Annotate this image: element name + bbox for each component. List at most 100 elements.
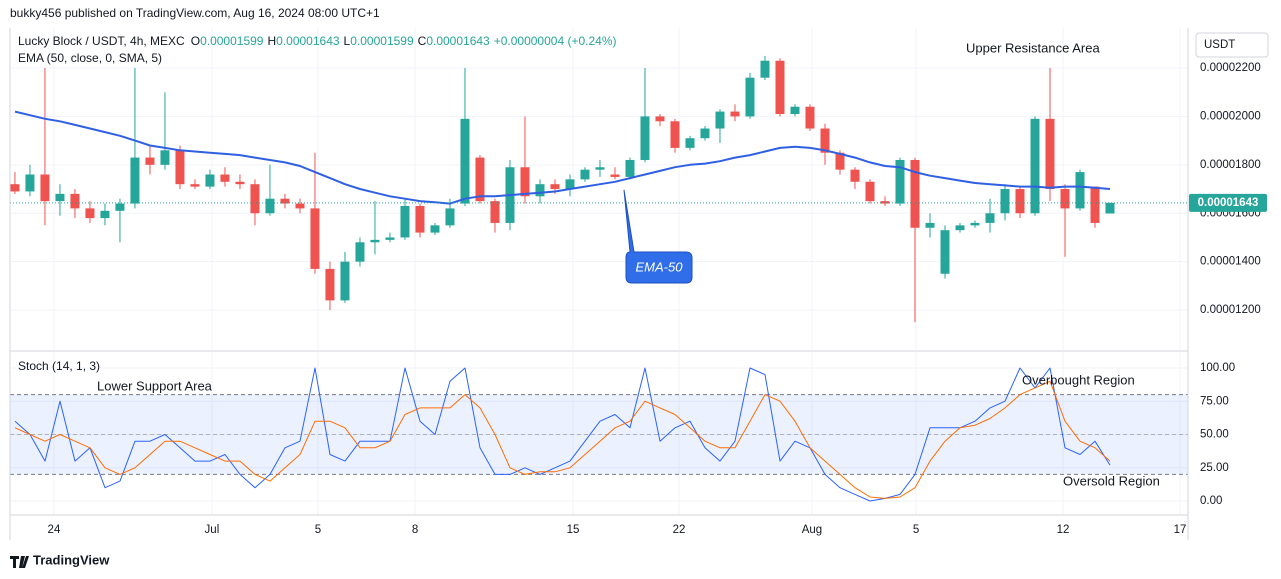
- annotation: Overbought Region: [1022, 372, 1135, 387]
- x-tick-label: Aug: [802, 524, 822, 536]
- x-tick-label: Jul: [205, 524, 220, 536]
- y-tick-label: 75.00: [1200, 395, 1229, 407]
- y-tick-label: 0.00: [1200, 495, 1222, 507]
- candle-body: [430, 225, 440, 233]
- candle-body: [640, 116, 650, 160]
- candle-body: [895, 159, 905, 204]
- candle-body: [460, 118, 470, 204]
- currency[interactable]: USDT: [1204, 39, 1235, 51]
- candle-body: [160, 150, 170, 165]
- line-series: [14, 380, 1111, 499]
- publisher: bukky456 published on TradingView.com, A…: [10, 6, 380, 20]
- ohlc-value: 0.00001643: [276, 34, 340, 48]
- candle-body: [310, 208, 320, 269]
- candle-body: [70, 193, 80, 209]
- candle-body: [235, 181, 245, 185]
- candle-body: [385, 237, 395, 240]
- line-series: [14, 110, 1111, 205]
- candle-body: [940, 230, 950, 274]
- candle-body: [730, 111, 740, 117]
- candle-body: [820, 128, 830, 153]
- candle-body: [130, 157, 140, 204]
- marks: [10, 55, 1188, 502]
- candle-body: [475, 157, 485, 202]
- y-tick-label: 25.00: [1200, 462, 1229, 474]
- x-tick-label: 8: [412, 524, 418, 536]
- candle-body: [400, 205, 410, 238]
- candle-body: [490, 201, 500, 223]
- candle-body: [85, 208, 95, 219]
- candle-body: [280, 198, 290, 204]
- candle-body: [220, 174, 230, 182]
- indicator-label: Stoch (14, 1, 3): [18, 359, 100, 373]
- candle-body: [205, 174, 215, 187]
- annotation: Lower Support Area: [97, 378, 213, 393]
- candle-body: [370, 239, 380, 243]
- y-tick-label: 0.00001800: [1200, 159, 1261, 171]
- ohlc-value: 0.00001599: [200, 34, 264, 48]
- candle-body: [1030, 118, 1040, 214]
- candle-body: [520, 167, 530, 197]
- candle-body: [115, 203, 125, 211]
- ohlc-label: O: [191, 34, 200, 48]
- candle-body: [865, 181, 875, 202]
- candle-body: [55, 193, 65, 202]
- candle-body: [685, 138, 695, 148]
- symbol: Lucky Block / USDT, 4h, MEXC: [18, 34, 185, 48]
- x-tick-label: 5: [315, 524, 321, 536]
- callout: [623, 189, 693, 284]
- candle-body: [610, 174, 620, 177]
- line-series: [14, 367, 1111, 502]
- candle-body: [340, 261, 350, 301]
- x-tick-label: 22: [673, 524, 686, 536]
- y-tick-label: 0.00001400: [1200, 256, 1261, 268]
- callout-text: EMA-50: [636, 259, 684, 274]
- annotation: Upper Resistance Area: [966, 40, 1100, 55]
- candle-body: [565, 179, 575, 190]
- candle-body: [415, 205, 425, 233]
- candle-body: [595, 167, 605, 170]
- candle-body: [580, 169, 590, 180]
- candle-body: [910, 159, 920, 228]
- last-price-label: 0.00001643: [1198, 197, 1259, 209]
- legend: Lucky Block / USDT, 4h, MEXC O0.00001599 H…: [18, 34, 616, 48]
- y-tick-label: 100.00: [1200, 362, 1235, 374]
- candle-body: [850, 169, 860, 182]
- ohlc-label: L: [344, 34, 351, 48]
- annotation: Oversold Region: [1063, 473, 1160, 488]
- ohlc-label: C: [418, 34, 427, 48]
- candle-body: [835, 152, 845, 170]
- candle-body: [445, 208, 455, 226]
- candle-body: [655, 116, 665, 122]
- ohlc-value: 0.00001643: [426, 34, 490, 48]
- candle-body: [1105, 202, 1115, 214]
- candle-body: [760, 60, 770, 78]
- candle-body: [625, 159, 635, 177]
- candle-body: [535, 184, 545, 197]
- x-tick-label: 15: [567, 524, 580, 536]
- candle-body: [775, 60, 785, 114]
- candle-body: [25, 174, 35, 192]
- candle-body: [175, 150, 185, 185]
- candle-body: [1015, 189, 1025, 214]
- last-price-box: [1189, 193, 1267, 212]
- brand: TradingView: [33, 552, 110, 567]
- candle-body: [805, 106, 815, 129]
- y-tick-label: 50.00: [1200, 429, 1229, 441]
- candle-body: [265, 198, 275, 214]
- candle-body: [355, 242, 365, 262]
- candle-body: [970, 222, 980, 226]
- candle-body: [715, 111, 725, 129]
- y-tick-label: 0.00002000: [1200, 110, 1261, 122]
- candle-body: [955, 225, 965, 231]
- indicator-label: EMA (50, close, 0, SMA, 5): [18, 51, 162, 65]
- candle-body: [670, 121, 680, 148]
- currency-box[interactable]: [1195, 32, 1269, 58]
- y-tick-label: 0.00001200: [1200, 304, 1261, 316]
- candle-body: [925, 222, 935, 228]
- candle-body: [1045, 118, 1055, 190]
- candle-body: [10, 184, 20, 192]
- candle-body: [145, 157, 155, 165]
- x-tick-label: 17: [1174, 524, 1187, 536]
